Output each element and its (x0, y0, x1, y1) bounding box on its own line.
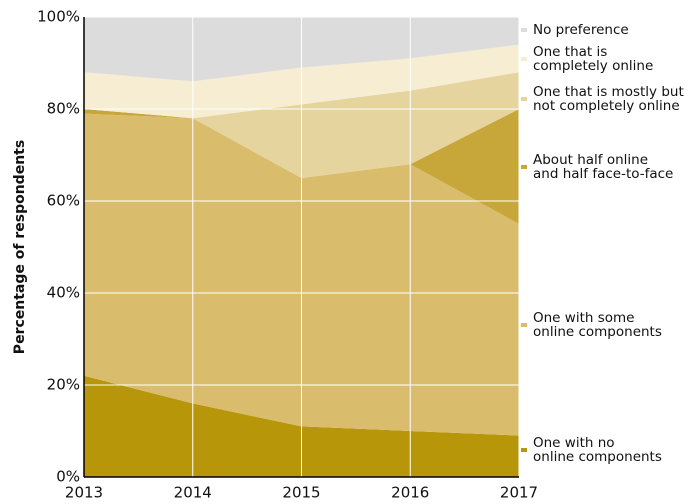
y-tick-label: 20% (47, 376, 80, 394)
legend-label: No preference (533, 22, 629, 38)
legend-label: One that is completely online (533, 44, 654, 74)
x-tick-label: 2016 (391, 484, 429, 502)
legend-label: About half online and half face-to-face (533, 152, 674, 182)
legend-label: One with some online components (533, 310, 662, 340)
x-tick-label: 2015 (282, 484, 320, 502)
legend-label: One that is mostly but not completely on… (533, 84, 684, 114)
x-tick-label: 2013 (65, 484, 103, 502)
legend-swatch (521, 165, 527, 169)
legend-swatch (521, 323, 527, 327)
y-tick-label: 60% (47, 192, 80, 210)
y-tick-label: 80% (47, 100, 80, 118)
y-axis-label: Percentage of respondents (12, 140, 28, 354)
y-tick-label: 40% (47, 284, 80, 302)
legend-swatch (521, 28, 527, 32)
y-tick-label: 0% (56, 468, 80, 486)
legend-swatch (521, 97, 527, 101)
legend-label: One with no online components (533, 435, 662, 465)
area (84, 109, 519, 224)
legend-swatch (521, 57, 527, 61)
x-tick-label: 2017 (500, 484, 538, 502)
legend-swatch (521, 448, 527, 452)
y-tick-label: 100% (37, 8, 80, 26)
x-tick-label: 2014 (174, 484, 212, 502)
